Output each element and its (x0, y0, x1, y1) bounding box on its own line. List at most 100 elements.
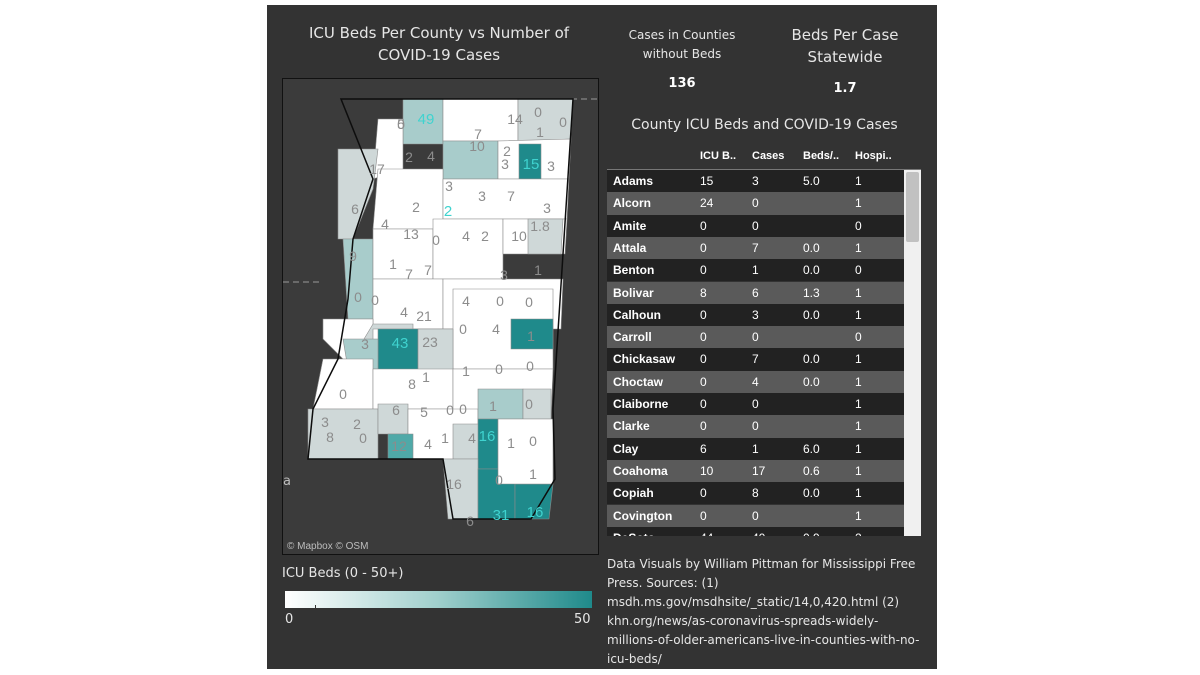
beds-per-case-cell: 0.0 (803, 307, 820, 322)
county-value-label: 0 (529, 433, 537, 449)
icu-beds-cell: 44 (700, 531, 713, 536)
hospitals-cell: 1 (855, 463, 862, 478)
county-shape[interactable] (497, 418, 554, 485)
county-name-cell: Chickasaw (613, 352, 676, 367)
table-row[interactable]: Amite 0 0 0 (607, 214, 904, 237)
county-value-label: 43 (392, 335, 409, 352)
table-row[interactable]: Adams 15 3 5.0 1 (607, 170, 904, 193)
county-value-label: 7 (405, 266, 413, 282)
cases-cell: 3 (752, 307, 759, 322)
county-name-cell: Benton (613, 263, 655, 278)
beds-per-case-cell: 0.0 (803, 263, 820, 278)
county-value-label: 6 (392, 402, 400, 418)
hospitals-cell: 1 (855, 486, 862, 501)
table-row[interactable]: Attala 0 7 0.0 1 (607, 236, 904, 260)
county-value-label: 3 (543, 200, 551, 216)
county-value-label: 1 (489, 398, 497, 414)
county-value-label: 3 (478, 188, 486, 204)
table-row[interactable]: Claiborne 0 0 1 (607, 393, 904, 416)
table-row[interactable]: Carroll 0 0 0 (607, 326, 904, 349)
cases-cell: 17 (752, 463, 766, 478)
beds-per-case-cell: 0.0 (803, 374, 820, 389)
icu-beds-cell: 0 (700, 508, 707, 523)
icu-beds-cell: 0 (700, 374, 707, 389)
hospitals-cell: 1 (855, 352, 862, 367)
county-shape[interactable] (527, 218, 564, 255)
table-row[interactable]: DeSoto 44 40 0.9 2 (607, 526, 904, 536)
county-shape[interactable] (510, 318, 554, 350)
table-row[interactable]: Clay 6 1 6.0 1 (607, 437, 904, 460)
icu-beds-cell: 6 (700, 441, 707, 456)
county-value-label: 0 (371, 292, 379, 308)
county-value-label: 0 (397, 116, 405, 132)
column-header-beds-per-case[interactable]: Beds/.. (803, 150, 840, 162)
county-shape[interactable] (307, 408, 379, 460)
state-outline (307, 98, 574, 520)
county-value-label: 0 (339, 386, 347, 402)
county-table[interactable]: Adams 15 3 5.0 1 Alcorn 24 0 1 Amite 0 0 0 Attala 0 7 0.… (607, 169, 921, 536)
map-title: ICU Beds Per County vs Number of COVID-1… (308, 24, 570, 64)
legend-min-label: 0 (285, 612, 294, 627)
county-shape[interactable] (477, 388, 524, 420)
county-map[interactable]: 5 49 7 14 0 0 1 0 17 2 4 10 2 3 15 3 6 3 3 7 2 2 4 13 0 4 2 10 3 1.8 9… (282, 78, 599, 555)
county-value-label: 49 (418, 111, 435, 128)
county-shapes[interactable] (307, 98, 574, 520)
table-row[interactable]: Calhoun 0 3 0.0 1 (607, 303, 904, 327)
legend-color-ramp (285, 591, 592, 608)
hospitals-cell: 1 (855, 240, 862, 255)
county-value-label: 4 (462, 293, 470, 309)
kpi-beds-per-case-value: 1.7 (833, 81, 857, 96)
county-value-label: 5 (397, 116, 405, 132)
county-value-label: 3 (500, 267, 508, 283)
county-name-cell: Carroll (613, 330, 652, 345)
table-title: County ICU Beds and COVID-19 Cases (631, 117, 898, 133)
scrollbar-thumb[interactable] (906, 172, 919, 242)
county-value-label: 1 (441, 430, 449, 446)
county-value-label: 0 (495, 361, 503, 377)
icu-beds-cell: 8 (700, 285, 707, 300)
county-value-label: 23 (422, 334, 438, 350)
column-header-icu-beds[interactable]: ICU B.. (700, 150, 737, 162)
county-value-label: 9 (349, 248, 357, 264)
table-row[interactable]: Alcorn 24 0 1 (607, 192, 904, 215)
table-row[interactable]: Chickasaw 0 7 0.0 1 (607, 348, 904, 371)
icu-beds-cell: 0 (700, 240, 707, 255)
beds-per-case-cell: 1.3 (803, 285, 820, 300)
table-scrollbar[interactable] (904, 170, 921, 536)
beds-per-case-cell: 6.0 (803, 441, 820, 456)
county-shape[interactable] (337, 148, 379, 240)
county-value-label: 3 (361, 336, 369, 352)
table-row[interactable]: Clarke 0 0 1 (607, 415, 904, 438)
hospitals-cell: 1 (855, 419, 862, 434)
county-value-label: 2 (412, 199, 420, 215)
county-value-label: 4 (424, 436, 432, 452)
beds-per-case-cell: 0.0 (803, 486, 820, 501)
county-value-label: 4 (400, 304, 408, 320)
county-name-cell: Attala (613, 240, 647, 255)
table-row[interactable]: Coahoma 10 17 0.6 1 (607, 459, 904, 483)
icu-beds-cell: 10 (700, 463, 714, 478)
column-header-hospitals[interactable]: Hospi.. (855, 150, 892, 162)
county-value-label: 16 (527, 504, 544, 521)
icu-beds-cell: 0 (700, 263, 707, 278)
county-value-label: 1 (534, 262, 542, 278)
hospitals-cell: 0 (855, 218, 862, 233)
table-row[interactable]: Copiah 0 8 0.0 1 (607, 482, 904, 505)
county-shape[interactable] (372, 278, 444, 330)
table-row[interactable]: Benton 0 1 0.0 0 (607, 259, 904, 282)
icu-beds-cell: 0 (700, 330, 707, 345)
county-value-label: 31 (493, 507, 510, 524)
table-row[interactable]: Covington 0 0 1 (607, 504, 904, 527)
cases-cell: 0 (752, 218, 759, 233)
county-value-label: 0 (359, 430, 367, 446)
county-shape[interactable] (342, 238, 374, 320)
county-value-label: 0 (446, 402, 454, 418)
table-row[interactable]: Choctaw 0 4 0.0 1 (607, 370, 904, 393)
table-row[interactable]: Bolivar 8 6 1.3 1 (607, 281, 904, 304)
county-value-label: 3 (501, 156, 509, 172)
column-header-cases[interactable]: Cases (752, 150, 785, 162)
cases-cell: 0 (752, 419, 759, 434)
county-value-label: 7 (424, 262, 432, 278)
map-attribution[interactable]: © Mapbox © OSM (287, 541, 369, 552)
